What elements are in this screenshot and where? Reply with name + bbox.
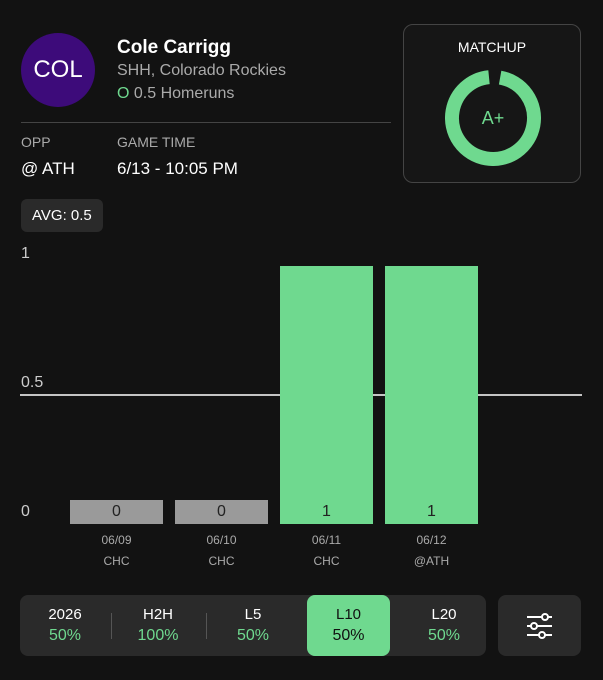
y-tick-label: 0.5 bbox=[21, 374, 43, 391]
tab[interactable]: 2026 50% bbox=[20, 595, 110, 656]
tab-value: 50% bbox=[48, 627, 82, 644]
tab-label: H2H bbox=[142, 606, 173, 623]
matchup-card: MATCHUP A+ bbox=[403, 24, 581, 183]
opp: @ ATH bbox=[21, 159, 75, 178]
matchup-ring: A+ bbox=[445, 70, 541, 166]
value-label: 0 bbox=[217, 503, 226, 520]
grade: A+ bbox=[482, 108, 505, 128]
pick-marker: O bbox=[117, 85, 130, 102]
tab-divider bbox=[206, 613, 207, 639]
matchup-title: MATCHUP bbox=[457, 39, 527, 55]
bar bbox=[280, 266, 373, 524]
game-time: 6/13 - 10:05 PM bbox=[117, 159, 238, 178]
pick-row: O 0.5 Homeruns bbox=[117, 85, 234, 103]
x-tick-label: 06/09 bbox=[101, 533, 131, 547]
x-tick-label: 06/11 bbox=[312, 533, 341, 547]
tab-label: L20 bbox=[431, 606, 457, 623]
x-tick-label: 06/10 bbox=[206, 533, 236, 547]
value-label: 1 bbox=[427, 503, 436, 520]
tab[interactable]: L20 50% bbox=[399, 595, 489, 656]
opp-label: OPP bbox=[21, 134, 51, 150]
tab-label: 2026 bbox=[48, 606, 82, 623]
value-label: 1 bbox=[322, 503, 331, 520]
tab-value: 50% bbox=[236, 627, 270, 644]
avatar: COL bbox=[21, 33, 95, 107]
tab[interactable]: L5 50% bbox=[208, 595, 298, 656]
x-tick-sublabel: CHC bbox=[209, 554, 235, 568]
filter-button[interactable] bbox=[498, 595, 581, 656]
tab-bar bbox=[20, 595, 486, 656]
empty-bar bbox=[70, 500, 163, 524]
filter-icon bbox=[527, 613, 552, 639]
value-label: 0 bbox=[112, 503, 121, 520]
tab-divider bbox=[111, 613, 112, 639]
tab-label: L5 bbox=[244, 606, 262, 623]
x-tick-sublabel: CHC bbox=[104, 554, 130, 568]
x-tick-sublabel: CHC bbox=[314, 554, 340, 568]
tab-value: 50% bbox=[332, 627, 365, 644]
team: SHH, Colorado Rockies bbox=[117, 62, 286, 79]
tab-value: 100% bbox=[137, 627, 179, 644]
time-label: GAME TIME bbox=[117, 134, 196, 150]
divider bbox=[21, 122, 391, 123]
pick: 0.5 Homeruns bbox=[133, 85, 235, 102]
tab-label: L10 bbox=[335, 606, 362, 623]
y-tick-label: 0 bbox=[21, 503, 30, 520]
empty-bar bbox=[175, 500, 268, 524]
tab[interactable]: H2H 100% bbox=[113, 595, 203, 656]
tab-value: 50% bbox=[427, 627, 461, 644]
x-tick-label: 06/12 bbox=[416, 533, 446, 547]
bar bbox=[385, 266, 478, 524]
player-name: Cole Carrigg bbox=[117, 37, 232, 58]
tab[interactable]: L10 50% bbox=[307, 595, 390, 656]
y-tick-label: 1 bbox=[21, 245, 30, 262]
avg-badge: AVG: 0.5 bbox=[21, 199, 103, 232]
x-tick-sublabel: @ATH bbox=[414, 554, 449, 568]
